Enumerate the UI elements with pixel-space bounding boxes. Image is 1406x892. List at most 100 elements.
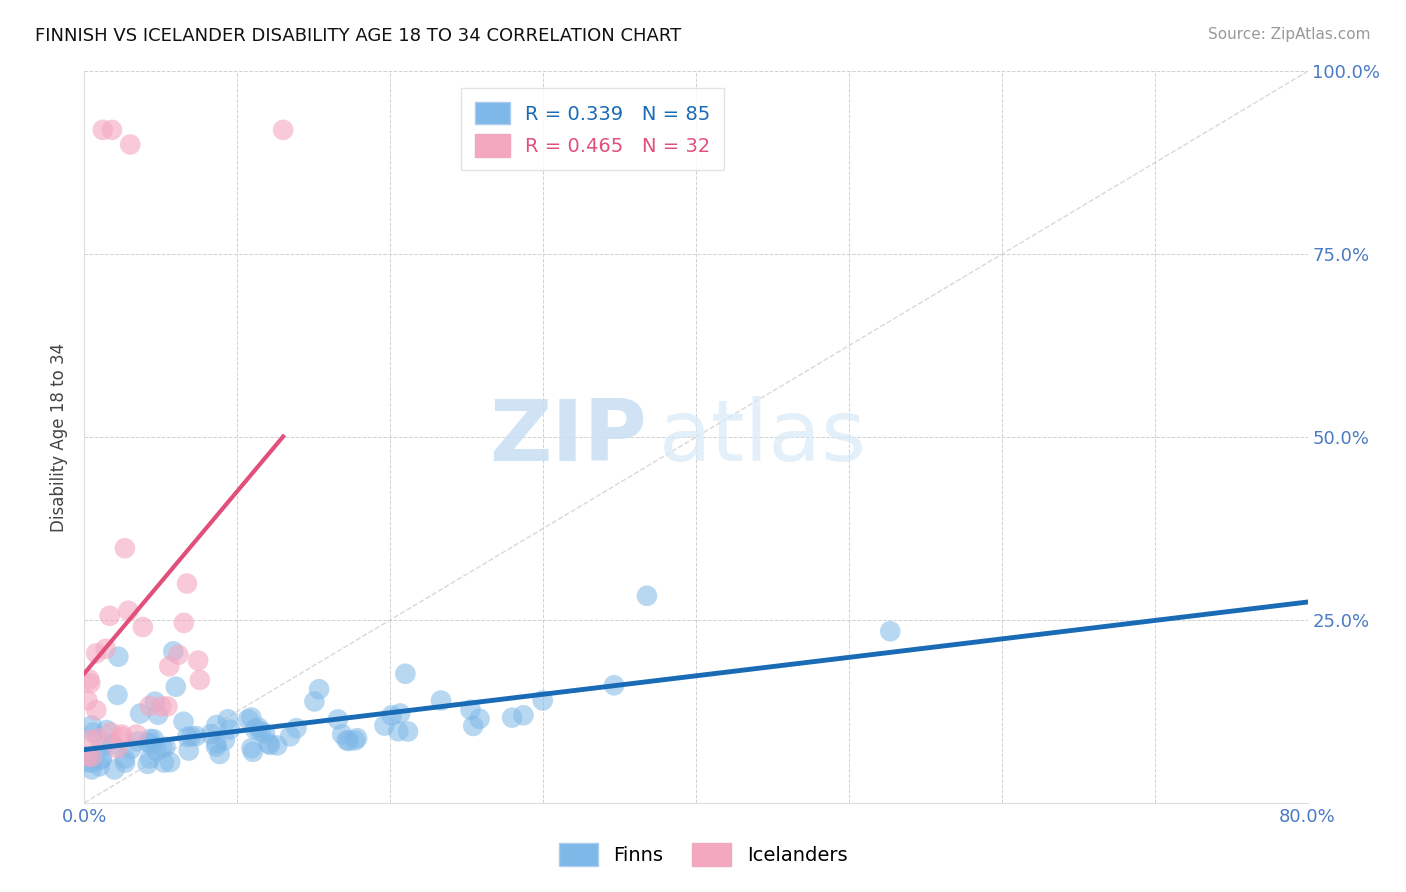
Point (250, 724, 273, 739)
Point (159, 755, 181, 769)
Point (157, 659, 180, 673)
Point (247, 721, 270, 735)
Point (138, 698, 160, 713)
Point (138, 736, 160, 750)
Point (389, 706, 412, 721)
Point (205, 737, 228, 751)
Point (114, 541, 136, 556)
Point (132, 620, 155, 634)
Point (165, 680, 187, 694)
Point (136, 756, 159, 771)
Point (82, 725, 104, 739)
Point (90, 752, 112, 766)
Point (346, 731, 368, 746)
Point (94, 641, 117, 656)
Point (330, 727, 353, 741)
Text: Source: ZipAtlas.com: Source: ZipAtlas.com (1208, 27, 1371, 42)
Point (387, 724, 409, 739)
Point (173, 615, 195, 630)
Point (103, 763, 125, 777)
Point (111, 730, 134, 744)
Point (501, 711, 523, 725)
Point (257, 736, 280, 750)
Point (120, 137, 142, 152)
Point (242, 745, 264, 759)
Point (141, 738, 163, 752)
Point (120, 742, 142, 756)
Point (111, 727, 134, 741)
Point (603, 678, 626, 692)
Point (80, 763, 103, 777)
Point (271, 123, 294, 137)
Point (188, 673, 211, 687)
Point (153, 756, 176, 770)
Point (155, 739, 177, 754)
Point (145, 744, 167, 758)
Point (217, 712, 239, 726)
Point (156, 699, 179, 714)
Point (114, 756, 136, 770)
Point (76, 693, 98, 707)
Point (344, 733, 367, 747)
Point (460, 703, 482, 717)
Legend: R = 0.339   N = 85, R = 0.465   N = 32: R = 0.339 N = 85, R = 0.465 N = 32 (461, 88, 724, 170)
Point (430, 693, 453, 707)
Point (187, 654, 209, 668)
Point (463, 719, 485, 733)
Point (101, 737, 124, 751)
Point (84, 646, 107, 660)
Point (139, 751, 162, 765)
Point (180, 730, 202, 744)
Point (80, 750, 103, 764)
Point (531, 693, 554, 707)
Point (304, 694, 326, 708)
Point (373, 718, 395, 732)
Point (90, 751, 112, 765)
Point (326, 712, 349, 726)
Point (253, 726, 276, 740)
Point (114, 751, 136, 765)
Point (77, 756, 100, 770)
Point (139, 731, 162, 746)
Point (173, 714, 195, 729)
Point (285, 721, 308, 735)
Point (240, 741, 263, 756)
Point (142, 732, 165, 747)
Point (205, 739, 228, 754)
Point (636, 589, 658, 603)
Point (79, 732, 101, 747)
Point (200, 727, 222, 741)
Point (125, 727, 148, 741)
Y-axis label: Disability Age 18 to 34: Disability Age 18 to 34 (51, 343, 69, 532)
Text: atlas: atlas (659, 395, 868, 479)
Point (468, 712, 491, 726)
Point (394, 666, 416, 681)
Point (236, 712, 259, 726)
Point (879, 624, 901, 639)
Point (512, 708, 534, 723)
Point (101, 123, 124, 137)
Point (167, 648, 190, 662)
Point (150, 699, 173, 714)
Point (89, 759, 111, 773)
Point (162, 644, 184, 658)
Point (76, 749, 98, 764)
Point (150, 740, 173, 755)
Point (381, 708, 404, 723)
Point (214, 733, 236, 747)
Point (219, 723, 242, 737)
Point (396, 724, 419, 739)
Point (91, 739, 114, 754)
Point (186, 729, 208, 743)
Point (76, 749, 98, 764)
Point (77, 673, 100, 687)
Point (243, 723, 266, 737)
Point (105, 741, 128, 756)
Point (177, 744, 200, 758)
Point (100, 725, 122, 739)
Point (96, 723, 118, 737)
Point (84, 703, 107, 717)
Point (79, 676, 101, 690)
Point (176, 576, 198, 591)
Point (87, 731, 110, 746)
